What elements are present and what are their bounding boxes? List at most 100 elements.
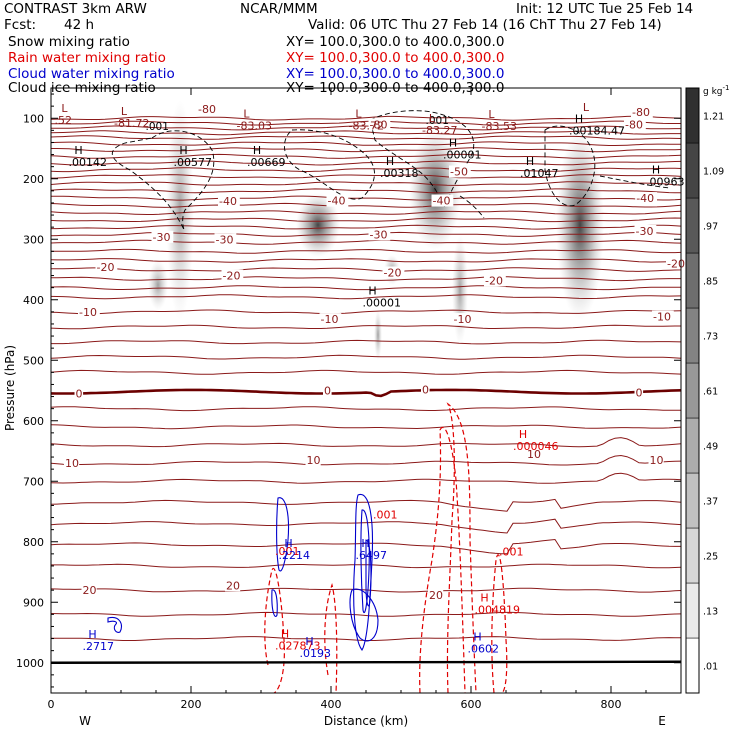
temp-label-23: 0 xyxy=(324,385,331,398)
extreme-marker-1: L xyxy=(243,107,250,120)
rain-contour-0 xyxy=(264,567,285,693)
isotherm-30 xyxy=(51,369,681,375)
contour-labels: -80-80-80-80-50-40 -40 -40 -40-30 -30 -30 -30-… xyxy=(55,101,688,660)
extreme-value-23: .0602 xyxy=(468,643,500,656)
snow-shade-2 xyxy=(409,130,461,250)
isotherm-12 xyxy=(51,188,681,194)
isotherm-35 xyxy=(51,472,681,484)
temp-label-bg-0 xyxy=(197,103,219,116)
isotherm-34 xyxy=(51,454,681,466)
extreme-marker-12: H xyxy=(526,155,534,168)
temp-label-7: -40 xyxy=(433,195,451,208)
rain-label-0: .001 xyxy=(275,545,300,558)
isotherm-28 xyxy=(51,339,681,345)
colorbar-swatch-2 xyxy=(685,527,700,584)
extreme-value-21: .2717 xyxy=(83,640,115,653)
temp-label-9: -30 xyxy=(153,231,171,244)
y-tick-label-1: 200 xyxy=(23,173,44,186)
colorbar-tick-9: .13 xyxy=(703,607,718,618)
extreme-marker-14: H xyxy=(575,113,583,126)
extreme-marker-23: H xyxy=(473,631,481,644)
snow-shade-0 xyxy=(166,100,194,320)
extreme-value-17: .004819 xyxy=(475,603,521,616)
extreme-value-15: .00001 xyxy=(363,297,402,310)
x-tick-label-1: 200 xyxy=(181,698,202,711)
temp-label-19: -10 xyxy=(321,313,339,326)
extreme-value-5: .52 xyxy=(55,114,73,127)
extreme-value-3: -83.27 xyxy=(422,124,457,137)
isotherm-1 xyxy=(51,120,681,126)
colorbar-swatch-4 xyxy=(685,417,700,474)
extreme-marker-13: H xyxy=(652,164,660,177)
isotherm-42 xyxy=(51,636,681,641)
extreme-marker-22: H xyxy=(305,635,313,648)
colorbar-tick-0: 1.21 xyxy=(703,112,724,123)
y-tick-label-7: 800 xyxy=(23,536,44,549)
temp-label-15: -20 xyxy=(384,267,402,280)
extreme-value-12: .01047 xyxy=(520,167,559,180)
temp-label-bg-14 xyxy=(221,269,244,282)
isotherm-36 xyxy=(51,498,681,512)
extreme-value-19: .2214 xyxy=(279,549,311,562)
colorbar-tick-7: .37 xyxy=(703,497,718,508)
forecast-hour: 42 h xyxy=(64,17,95,33)
rain-contours xyxy=(264,402,508,693)
colorbar-swatch-8 xyxy=(685,197,700,254)
rain-contour-4 xyxy=(491,554,508,693)
extreme-value-10: .00318 xyxy=(380,167,419,180)
cloud-contour-5 xyxy=(365,539,372,607)
isotherm-15 xyxy=(51,210,681,215)
extreme-value-1: -83.03 xyxy=(237,119,272,132)
colorbar-swatch-9 xyxy=(685,142,700,199)
temp-label-32: 20 xyxy=(429,589,443,602)
extreme-value-16: .000046 xyxy=(513,440,559,453)
extreme-marker-2: L xyxy=(355,107,362,120)
rain-contour-2 xyxy=(419,427,466,693)
extreme-value-14: .00184.47 xyxy=(569,125,625,138)
isotherm-10 xyxy=(51,174,681,179)
isotherm-32 xyxy=(51,424,681,430)
colorbar-tick-1: 1.09 xyxy=(703,167,724,178)
snow-shade-3 xyxy=(556,130,604,320)
valid-time: Valid: 06 UTC Thu 27 Feb 14 (16 ChT Thu … xyxy=(308,17,662,33)
temp-label-13: -20 xyxy=(97,261,115,274)
colorbar-tick-3: .85 xyxy=(703,277,718,288)
cloud-contour-2 xyxy=(353,493,374,651)
x-tick-label-3: 600 xyxy=(461,698,482,711)
temp-label-bg-8 xyxy=(635,192,657,205)
forecast-label: Fcst: xyxy=(4,17,37,33)
snow-contour-2 xyxy=(369,110,475,210)
isotherm-21 xyxy=(51,258,681,263)
temp-label-2: -80 xyxy=(632,106,650,119)
temp-label-bg-5 xyxy=(218,195,240,208)
temp-label-bg-9 xyxy=(151,230,174,243)
y-axis-label: Pressure (hPa) xyxy=(3,345,17,431)
temp-label-29: 10 xyxy=(650,454,664,467)
extreme-marker-19: H xyxy=(284,537,292,550)
init-time: Init: 12 UTC Tue 25 Feb 14 xyxy=(516,1,694,17)
cloud-contour-1 xyxy=(271,589,278,617)
isotherm-26 xyxy=(51,309,681,315)
temp-label-bg-10 xyxy=(214,233,237,246)
extreme-value-20: .6497 xyxy=(356,549,388,562)
temp-label-bg-21 xyxy=(652,310,674,323)
isotherm-33 xyxy=(51,437,681,448)
isotherm-41 xyxy=(51,611,681,617)
isotherm-20 xyxy=(51,248,681,254)
temp-label-12: -30 xyxy=(636,225,654,238)
temp-label-bg-31 xyxy=(225,579,241,592)
temp-label-bg-17 xyxy=(666,257,688,270)
isotherm-37 xyxy=(51,518,681,534)
temp-label-bg-13 xyxy=(95,261,118,274)
isotherm-4 xyxy=(51,135,681,140)
rain-contour-1 xyxy=(324,582,338,693)
extreme-marker-18: H xyxy=(281,628,289,641)
colorbar-swatch-10 xyxy=(685,87,700,144)
temp-label-20: -10 xyxy=(454,313,472,326)
isotherm-2 xyxy=(51,125,681,131)
temp-label-31: 20 xyxy=(226,579,240,592)
field-cloudwater-xy: XY= 100.0,300.0 to 400.0,300.0 xyxy=(286,66,505,82)
ground-line xyxy=(50,660,682,664)
isotherm-zero xyxy=(51,388,681,398)
